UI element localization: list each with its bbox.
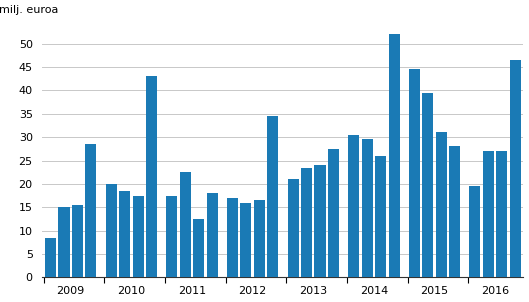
- Bar: [72, 205, 83, 278]
- Bar: [328, 149, 339, 278]
- Bar: [389, 34, 399, 278]
- Bar: [106, 184, 117, 278]
- Bar: [240, 203, 251, 278]
- Bar: [267, 116, 278, 278]
- Bar: [133, 196, 144, 278]
- Bar: [362, 140, 372, 278]
- Bar: [483, 151, 494, 278]
- Bar: [436, 133, 447, 278]
- Bar: [422, 93, 433, 278]
- Bar: [288, 179, 298, 278]
- Bar: [193, 219, 204, 278]
- Bar: [180, 172, 191, 278]
- Text: milj. euroa: milj. euroa: [0, 5, 59, 15]
- Bar: [207, 193, 218, 278]
- Bar: [85, 144, 96, 278]
- Bar: [254, 200, 265, 278]
- Bar: [146, 76, 157, 278]
- Bar: [496, 151, 507, 278]
- Bar: [45, 238, 56, 278]
- Bar: [119, 191, 130, 278]
- Bar: [227, 198, 238, 278]
- Bar: [301, 168, 312, 278]
- Bar: [166, 196, 177, 278]
- Bar: [59, 207, 69, 278]
- Bar: [375, 156, 386, 278]
- Bar: [348, 135, 359, 278]
- Bar: [409, 69, 420, 278]
- Bar: [314, 165, 325, 278]
- Bar: [469, 186, 480, 278]
- Bar: [449, 146, 460, 278]
- Bar: [510, 60, 521, 278]
